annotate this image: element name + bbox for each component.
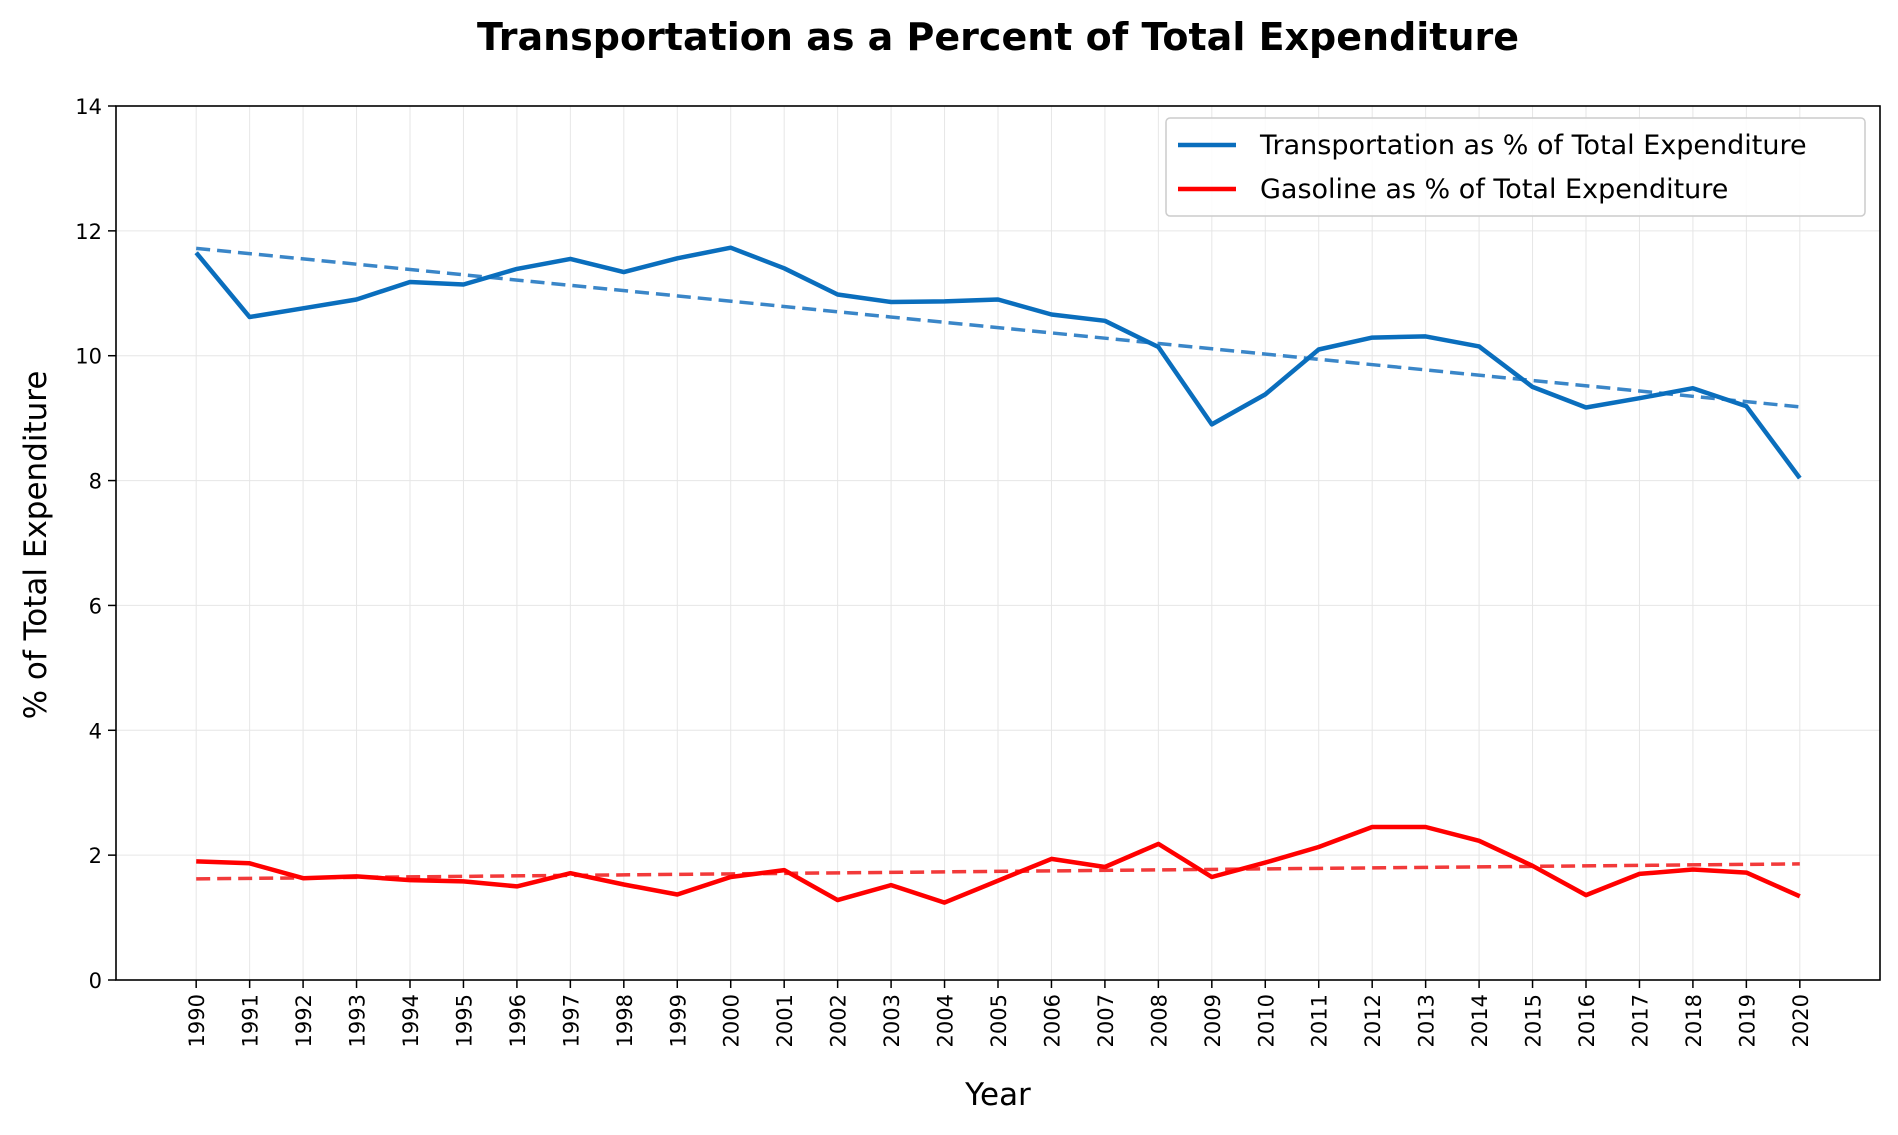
x-tick-label: 1991 xyxy=(239,994,263,1047)
y-tick-label: 6 xyxy=(89,594,102,618)
x-tick-label: 1997 xyxy=(559,994,583,1047)
x-tick-label: 2004 xyxy=(934,994,958,1047)
x-tick-label: 2014 xyxy=(1468,994,1492,1047)
y-tick-label: 14 xyxy=(75,95,102,119)
x-tick-label: 1998 xyxy=(613,994,637,1047)
x-tick-label: 2000 xyxy=(720,994,744,1047)
chart-title: Transportation as a Percent of Total Exp… xyxy=(477,15,1519,59)
x-tick-label: 2015 xyxy=(1522,994,1546,1047)
x-tick-label: 1995 xyxy=(452,994,476,1047)
y-tick-label: 4 xyxy=(89,719,102,743)
legend-box xyxy=(1165,117,1866,217)
x-tick-label: 2002 xyxy=(827,994,851,1047)
x-tick-label: 2012 xyxy=(1361,994,1385,1047)
x-tick-label: 2017 xyxy=(1628,994,1652,1047)
x-tick-label: 2003 xyxy=(880,994,904,1047)
x-tick-label: 1992 xyxy=(292,994,316,1047)
x-axis-ticks: 1990 1991 1992 1993 1994 1995 1996 1997 1998 1999… xyxy=(185,980,1813,1047)
data-series xyxy=(194,245,1802,905)
trendline-transportation xyxy=(196,246,1800,409)
x-tick-label: 2016 xyxy=(1575,994,1599,1047)
y-tick-label: 12 xyxy=(75,220,102,244)
y-tick-label: 8 xyxy=(89,470,102,494)
grid xyxy=(116,105,1880,981)
x-tick-label: 2020 xyxy=(1789,994,1813,1047)
x-tick-label: 2019 xyxy=(1735,994,1759,1047)
series-line-transportation xyxy=(194,245,1802,480)
x-tick-label: 2007 xyxy=(1094,994,1118,1047)
y-axis-label: % of Total Expenditure xyxy=(18,371,54,720)
y-axis-ticks: 0 2 4 6 8 10 12 14 xyxy=(75,95,116,993)
y-tick-label: 10 xyxy=(75,345,102,369)
y-tick-label: 2 xyxy=(89,844,102,868)
x-tick-label: 1993 xyxy=(346,994,370,1047)
legend-label-gasoline: Gasoline as % of Total Expenditure xyxy=(1260,174,1728,205)
x-tick-label: 2001 xyxy=(773,994,797,1047)
x-tick-label: 2011 xyxy=(1308,994,1332,1047)
series-line-gasoline xyxy=(196,824,1801,905)
legend-label-transportation: Transportation as % of Total Expenditure xyxy=(1259,130,1807,161)
x-tick-label: 2010 xyxy=(1254,994,1278,1047)
x-tick-label: 2013 xyxy=(1415,994,1439,1047)
x-tick-label: 1990 xyxy=(185,994,209,1047)
x-tick-label: 2018 xyxy=(1682,994,1706,1047)
x-tick-label: 2005 xyxy=(987,994,1011,1047)
x-tick-label: 1999 xyxy=(666,994,690,1047)
x-tick-label: 2006 xyxy=(1040,994,1064,1047)
y-tick-label: 0 xyxy=(89,969,102,993)
x-tick-label: 2009 xyxy=(1201,994,1225,1047)
x-tick-label: 1996 xyxy=(506,994,530,1047)
x-tick-label: 1994 xyxy=(399,994,423,1047)
legend: Transportation as % of Total Expenditure… xyxy=(1165,117,1866,217)
x-axis-label: Year xyxy=(964,1077,1031,1113)
x-tick-label: 2008 xyxy=(1147,994,1171,1047)
